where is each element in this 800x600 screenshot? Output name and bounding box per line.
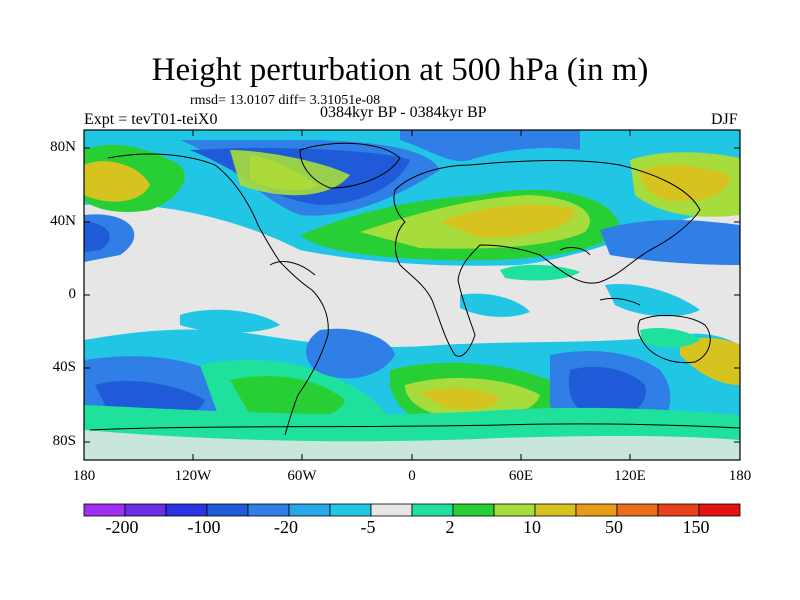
- colorbar-swatch: [124, 503, 167, 517]
- colorbar-label: -5: [360, 517, 376, 537]
- colorbar-swatch: [165, 503, 208, 517]
- x-tick-label: 180: [728, 468, 752, 484]
- experiment-label: Expt = tevT01-teiX0: [84, 111, 218, 128]
- y-tick-label: 80N: [50, 139, 76, 155]
- field-contours: [84, 130, 740, 460]
- x-tick-label: 120W: [174, 468, 212, 484]
- colorbar-label: -100: [187, 517, 221, 537]
- y-tick-label: 40N: [50, 213, 76, 229]
- x-tick-label: 0: [408, 468, 416, 484]
- x-tick-label: 60E: [508, 468, 534, 484]
- y-tick-label: 80S: [52, 433, 76, 449]
- colorbar-swatch: [534, 503, 577, 517]
- y-tick-label: 0: [68, 286, 77, 302]
- colorbar-swatch: [657, 503, 700, 517]
- colorbar-swatch: [616, 503, 659, 517]
- x-tick-label: 120E: [614, 468, 646, 484]
- colorbar-swatch: [329, 503, 372, 517]
- colorbar-label: 150: [682, 517, 710, 537]
- axis-ticks: [84, 130, 740, 460]
- chart-title: Height perturbation at 500 hPa (in m): [151, 52, 649, 88]
- colorbar: [83, 503, 741, 517]
- colorbar-swatch: [206, 503, 249, 517]
- colorbar-label: 50: [605, 517, 623, 537]
- colorbar-swatch: [575, 503, 618, 517]
- colorbar-swatch: [247, 503, 290, 517]
- colorbar-swatch: [452, 503, 495, 517]
- period-label: 0384kyr BP - 0384kyr BP: [320, 104, 487, 121]
- colorbar-swatch: [493, 503, 536, 517]
- colorbar-label: 10: [523, 517, 541, 537]
- colorbar-swatch: [698, 503, 741, 517]
- y-tick-label: 40S: [52, 359, 76, 375]
- colorbar-swatch: [83, 503, 126, 517]
- colorbar-label: 2: [445, 517, 455, 537]
- x-tick-label: 60W: [287, 468, 317, 484]
- colorbar-swatch: [411, 503, 454, 517]
- colorbar-swatch: [288, 503, 331, 517]
- x-tick-label: 180: [72, 468, 96, 484]
- season-label: DJF: [711, 111, 738, 128]
- colorbar-label: -20: [274, 517, 298, 537]
- coastlines: [89, 142, 740, 436]
- colorbar-swatch: [370, 503, 413, 517]
- stats-line: rmsd= 13.0107 diff= 3.31051e-08: [190, 93, 381, 108]
- colorbar-label: -200: [105, 517, 139, 537]
